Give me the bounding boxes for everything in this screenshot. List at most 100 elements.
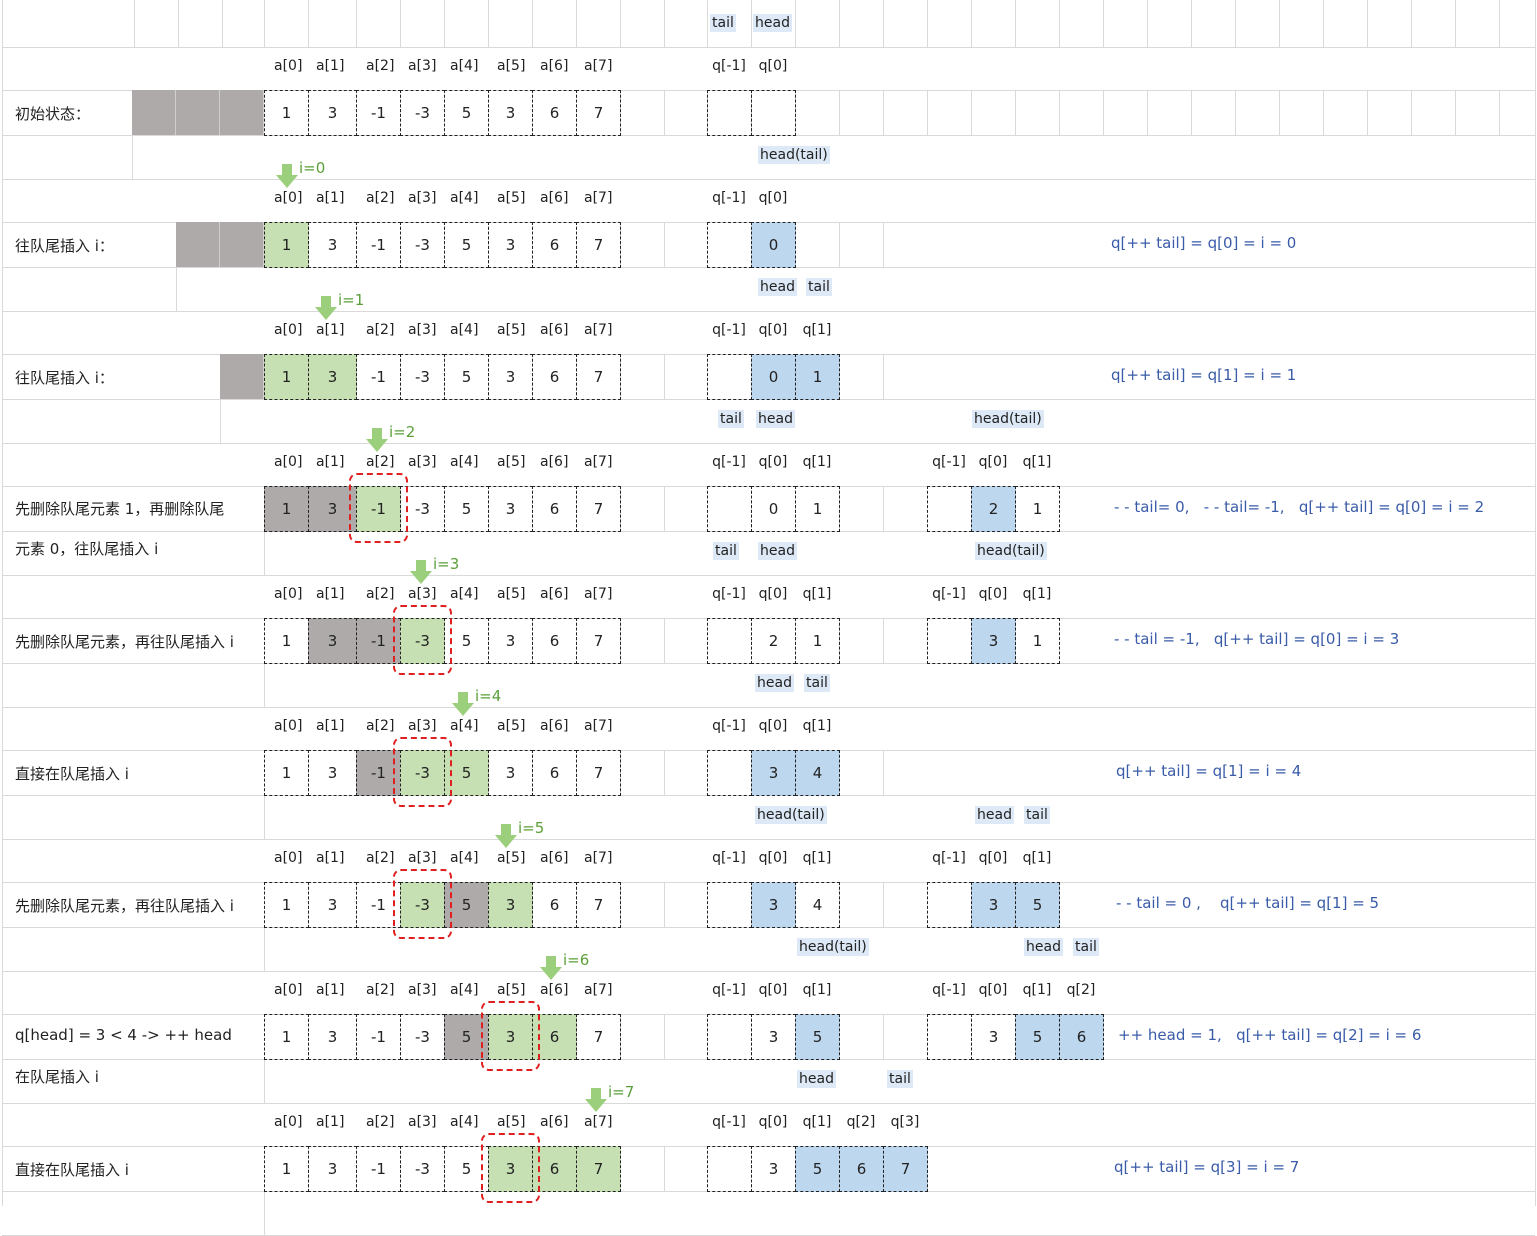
grid-line xyxy=(1191,0,1192,47)
queue-cell: 0 xyxy=(751,222,796,268)
queue-pointer-label: head(tail) xyxy=(972,410,1044,428)
array-index-label: a[3] xyxy=(408,982,437,998)
grid-line xyxy=(264,927,265,971)
queue-index-label: q[0] xyxy=(978,982,1008,998)
array-cell: 5 xyxy=(444,354,489,400)
array-cell: 3 xyxy=(308,1014,357,1060)
array-cell: 1 xyxy=(264,222,309,268)
grid-line xyxy=(971,0,972,47)
queue-index-label: q[-1] xyxy=(712,982,746,998)
array-index-label: a[4] xyxy=(450,322,479,338)
array-cell: 7 xyxy=(576,882,621,928)
array-cell: 3 xyxy=(488,882,533,928)
array-index-label: a[4] xyxy=(450,982,479,998)
array-cell: 3 xyxy=(488,222,533,268)
top-head-pointer: head xyxy=(753,14,792,32)
array-cell: -3 xyxy=(400,1146,445,1192)
grid-line xyxy=(664,882,665,927)
array-index-label: a[0] xyxy=(274,586,303,602)
row-label: 直接在队尾插入 i xyxy=(15,765,129,783)
array-index-label: a[1] xyxy=(316,58,345,74)
array-cell: 3 xyxy=(488,618,533,664)
array-cell: 6 xyxy=(532,222,577,268)
queue-cell: 7 xyxy=(883,1146,928,1192)
array-cell: -1 xyxy=(356,1146,401,1192)
array-index-label: a[1] xyxy=(316,850,345,866)
grid-line xyxy=(883,1014,884,1059)
array-cell: 3 xyxy=(488,354,533,400)
array-index-label: a[7] xyxy=(584,982,613,998)
grid-line xyxy=(839,222,840,267)
array-cell: 7 xyxy=(576,222,621,268)
array-index-label: a[3] xyxy=(408,850,437,866)
queue-cell: 5 xyxy=(1015,882,1060,928)
queue-index-label: q[1] xyxy=(802,850,832,866)
array-index-label: a[2] xyxy=(366,586,395,602)
array-index-label: a[1] xyxy=(316,454,345,470)
array-index-label: a[1] xyxy=(316,982,345,998)
array-index-label: a[0] xyxy=(274,454,303,470)
queue-cell: 1 xyxy=(1015,618,1060,664)
array-cell: -3 xyxy=(400,354,445,400)
grid-line xyxy=(178,0,179,47)
iteration-label: i=4 xyxy=(475,687,502,705)
down-arrow-icon xyxy=(276,164,298,188)
grid-line xyxy=(356,0,357,47)
queue-cell xyxy=(707,750,752,796)
array-cell: 1 xyxy=(264,1146,309,1192)
array-cell: 7 xyxy=(576,1014,621,1060)
queue-pointer-label: tail xyxy=(1073,938,1099,956)
array-cell: 7 xyxy=(576,750,621,796)
array-cell: -1 xyxy=(356,1014,401,1060)
grid-line xyxy=(927,90,928,135)
array-index-label: a[6] xyxy=(540,850,569,866)
top-tail-pointer: tail xyxy=(710,14,736,32)
grid-line xyxy=(488,0,489,47)
grid-line xyxy=(1323,90,1324,135)
queue-cell: 2 xyxy=(971,486,1016,532)
array-index-label: a[6] xyxy=(540,58,569,74)
grid-line xyxy=(2,971,1535,972)
row-label: 在队尾插入 i xyxy=(15,1068,99,1086)
queue-index-label: q[2] xyxy=(846,1114,876,1130)
queue-index-label: q[1] xyxy=(1022,586,1052,602)
current-element-highlight xyxy=(481,1133,540,1203)
queue-cell xyxy=(707,90,752,136)
queue-cell: 1 xyxy=(1015,486,1060,532)
grid-line xyxy=(883,354,884,399)
grid-line xyxy=(1499,90,1500,135)
queue-cell: 5 xyxy=(795,1146,840,1192)
removed-slot-block xyxy=(220,222,264,267)
grid-line xyxy=(1059,90,1060,135)
queue-pointer-label: tail xyxy=(718,410,744,428)
array-cell: 1 xyxy=(264,882,309,928)
array-index-label: a[5] xyxy=(497,58,526,74)
array-index-label: a[5] xyxy=(497,190,526,206)
queue-index-label: q[-1] xyxy=(712,190,746,206)
queue-pointer-label: tail xyxy=(887,1070,913,1088)
grid-line xyxy=(1015,90,1016,135)
down-arrow-icon xyxy=(410,560,432,584)
grid-line xyxy=(883,90,884,135)
iteration-label: i=2 xyxy=(389,423,416,441)
grid-line xyxy=(2,575,1535,576)
grid-line xyxy=(308,0,309,47)
array-index-label: a[4] xyxy=(450,190,479,206)
array-index-label: a[1] xyxy=(316,1114,345,1130)
queue-pointer-label: head xyxy=(1024,938,1063,956)
grid-line xyxy=(176,267,177,311)
queue-pointer-label: head xyxy=(758,542,797,560)
queue-cell xyxy=(707,618,752,664)
queue-index-label: q[-1] xyxy=(712,1114,746,1130)
row-label: 初始状态： xyxy=(15,105,91,123)
grid-line xyxy=(971,90,972,135)
grid-line xyxy=(1455,0,1456,47)
grid-line xyxy=(264,795,265,839)
queue-cell: 0 xyxy=(751,486,796,532)
grid-line xyxy=(707,0,708,47)
grid-line xyxy=(883,750,884,795)
grid-line xyxy=(444,0,445,47)
queue-index-label: q[0] xyxy=(758,190,788,206)
grid-line xyxy=(532,0,533,47)
